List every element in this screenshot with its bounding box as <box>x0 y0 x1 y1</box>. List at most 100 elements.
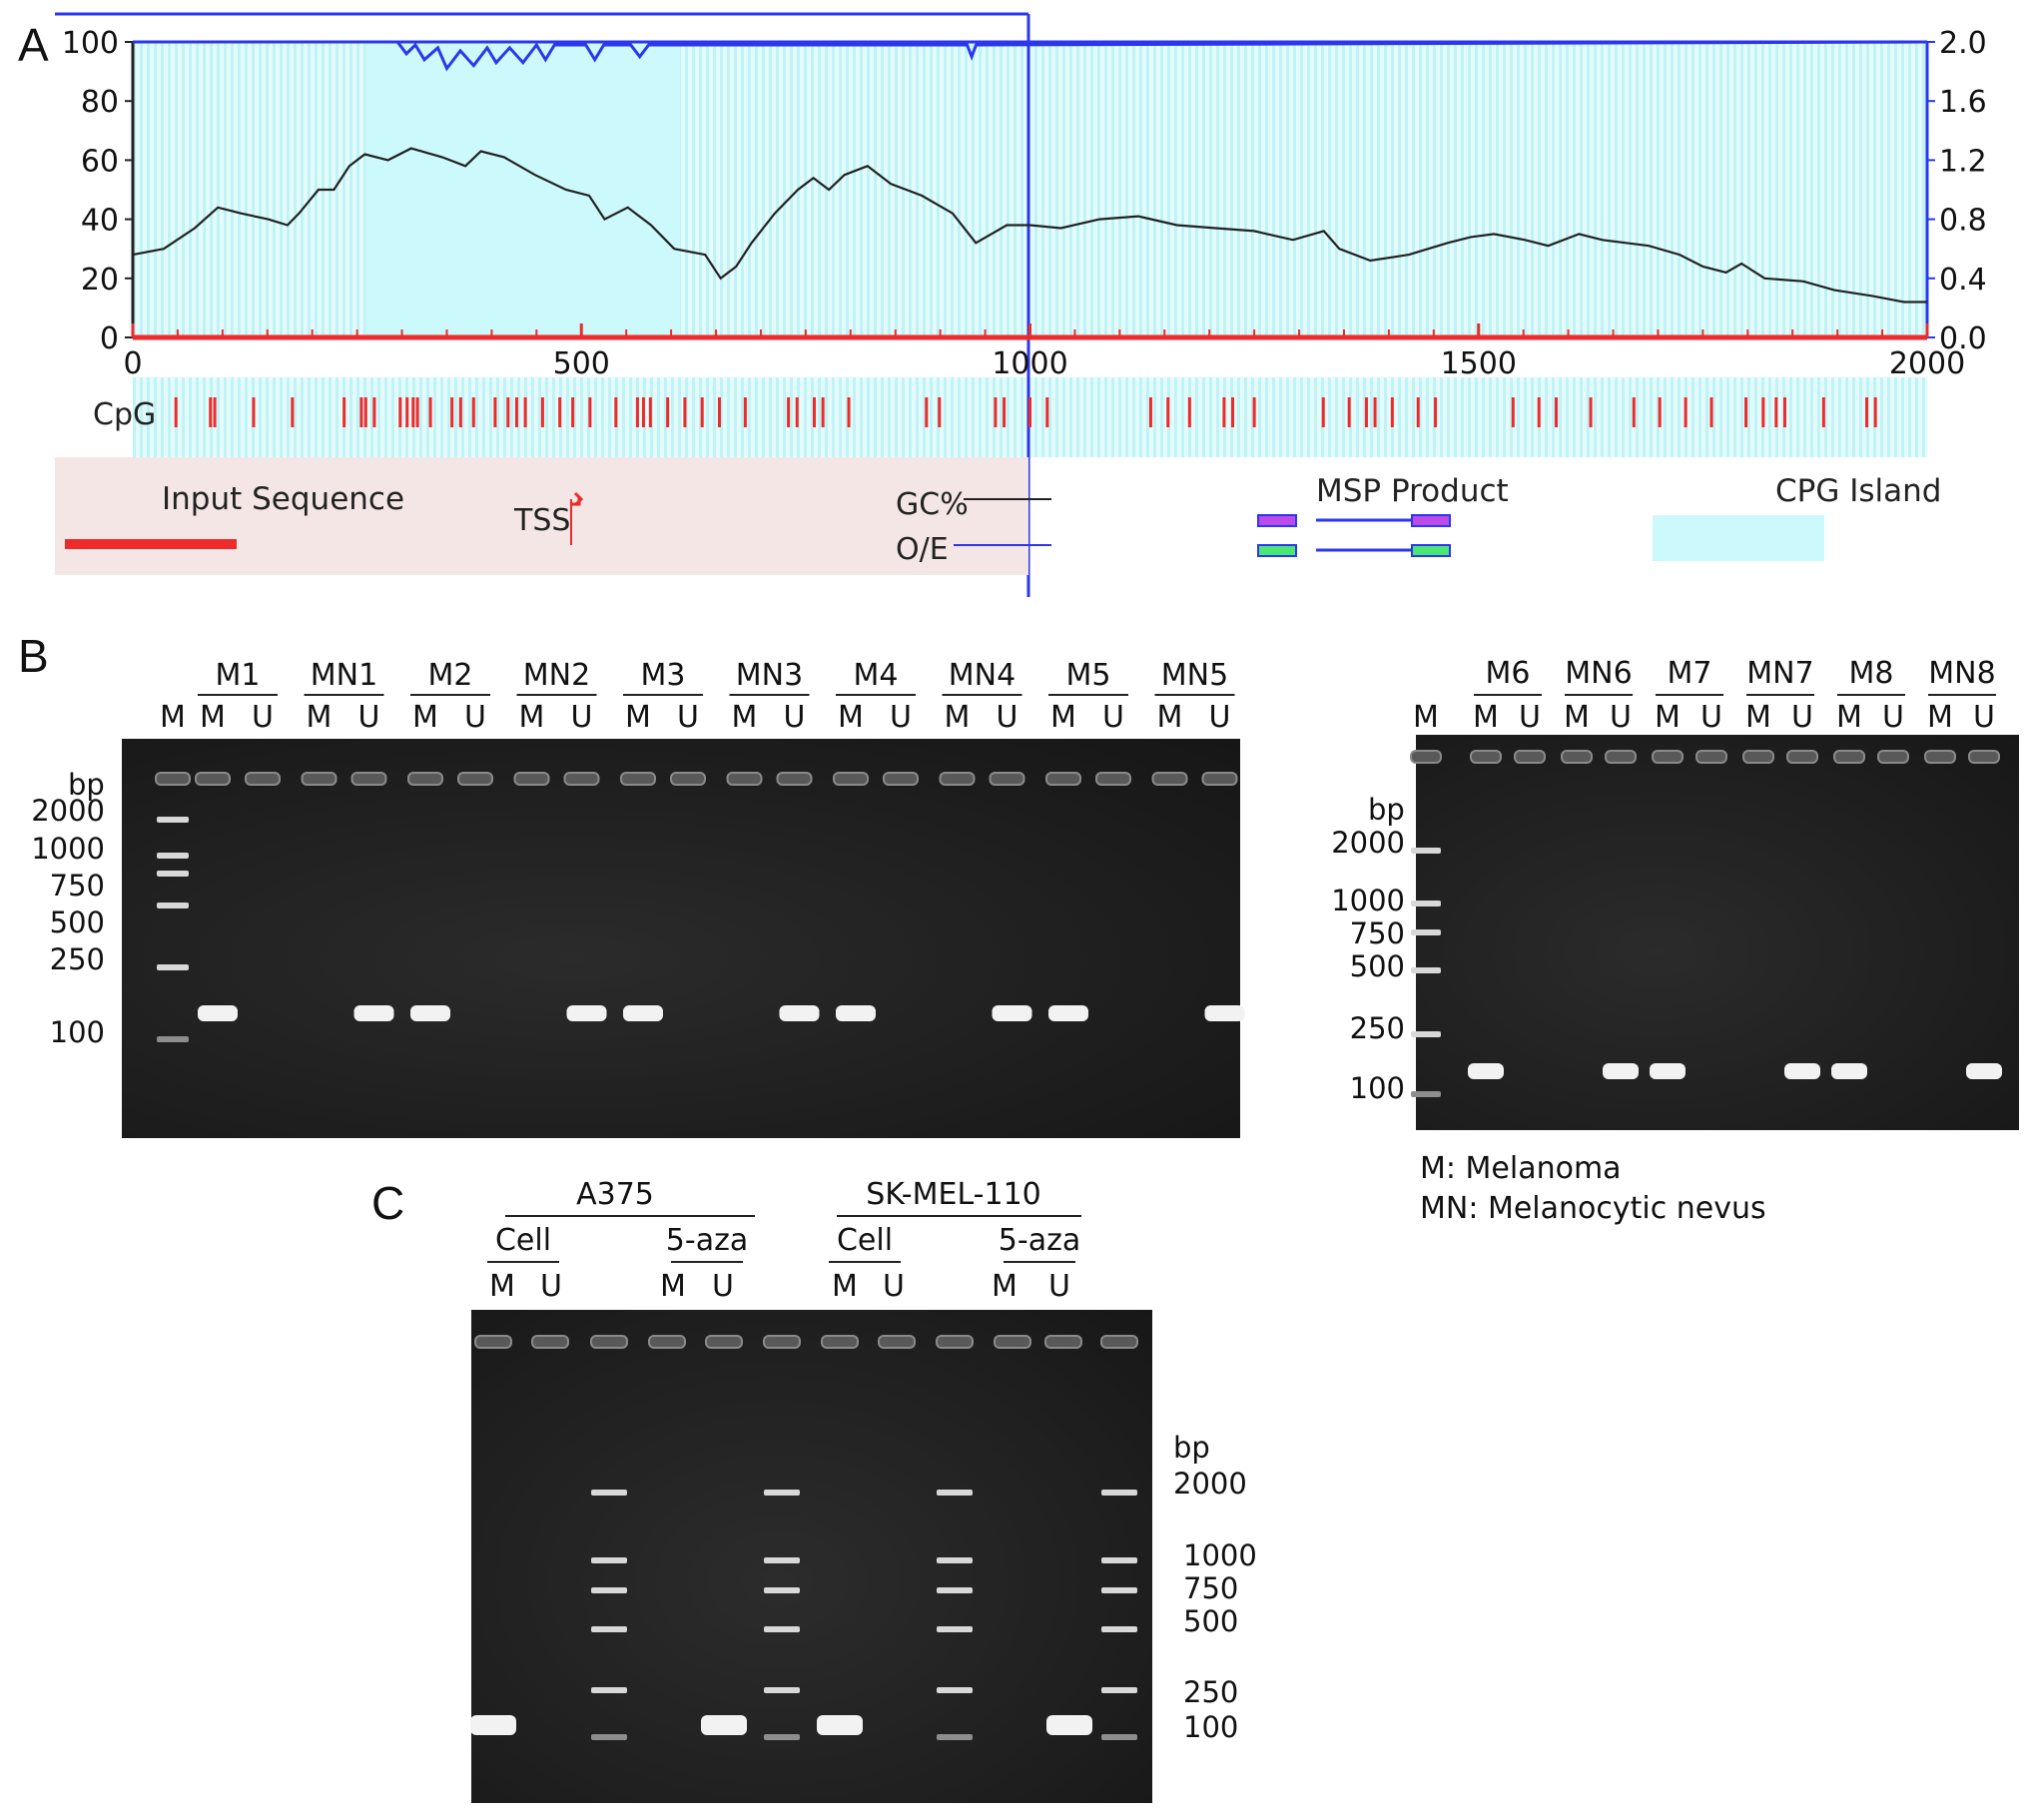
ladder-size-label: 1000 <box>1331 884 1405 917</box>
lane-label: M <box>660 1269 686 1304</box>
gel-well <box>878 1335 916 1349</box>
lane-label: U <box>1973 700 1995 735</box>
lane-label: M <box>1927 700 1953 735</box>
gel-well <box>989 772 1025 786</box>
gel-b-right-bp-label: bp <box>1368 793 1405 827</box>
pcr-product-band <box>1650 1063 1686 1079</box>
ladder-band <box>157 903 189 909</box>
gel-well <box>763 1335 801 1349</box>
cpg-island-plot: 0 20 40 60 80 100 0.0 0.4 0.8 1.2 1.6 2.0 0 500 1000… <box>55 12 1987 597</box>
ladder-size-label: 100 <box>1350 1071 1405 1105</box>
gel-well <box>648 1335 686 1349</box>
gel-b-right-group-headers: M6 MN6 M7 MN7 M8 MN8 <box>1474 656 1996 696</box>
pcr-product-band <box>470 1715 516 1735</box>
gel-b-right-wells <box>1410 750 2000 764</box>
gel-group-label: M3 <box>641 658 686 693</box>
lane-label: M <box>1564 700 1590 735</box>
gel-group-label: MN6 <box>1565 656 1632 691</box>
ladder-band <box>1411 1031 1441 1037</box>
msp-primer-methylated-left <box>1257 514 1297 527</box>
gel-well <box>833 772 869 786</box>
lane-label: U <box>1700 700 1722 735</box>
pcr-product-band <box>1204 1005 1245 1021</box>
lane-label: U <box>1519 700 1541 735</box>
gel-well <box>1833 750 1865 764</box>
gel-well <box>1095 772 1131 786</box>
gel-well <box>1410 750 1442 764</box>
ladder-band <box>157 853 189 859</box>
ladder-band <box>1101 1626 1137 1632</box>
gel-well <box>1786 750 1818 764</box>
gel-group-label: MN3 <box>736 658 803 693</box>
lane-label: U <box>1610 700 1632 735</box>
x-axis-tick-label: 0 <box>123 346 142 381</box>
ladder-band <box>1411 901 1441 907</box>
right-axis-tick-label: 1.6 <box>1939 85 1987 120</box>
pcr-product-band <box>353 1005 394 1021</box>
pcr-product-band <box>1468 1063 1504 1079</box>
marker-lane-label: M <box>160 700 186 735</box>
gel-well <box>1561 750 1593 764</box>
gc-percent-line <box>132 147 1927 303</box>
gel-well <box>883 772 919 786</box>
left-axis-ticks: 0 20 40 60 80 100 <box>62 26 133 356</box>
legend-msp-product-label: MSP Product <box>1316 473 1509 509</box>
lane-label: U <box>540 1269 562 1304</box>
ladder-size-label: 2000 <box>31 794 105 828</box>
gel-well <box>936 1335 974 1349</box>
pcr-product-band <box>992 1005 1032 1021</box>
gel-b-left-group-headers: M1 MN1 M2 MN2 M3 MN3 M4 MN4 M5 MN5 <box>198 658 1235 696</box>
ladder-band <box>937 1490 973 1496</box>
condition-label: Cell <box>837 1223 893 1258</box>
lane-label: M <box>519 700 545 735</box>
gel-b-right-product-bands <box>1468 1063 2002 1079</box>
gel-group-label: M8 <box>1849 656 1894 691</box>
legend-input-sequence-label: Input Sequence <box>162 481 404 517</box>
lane-label: M <box>489 1269 515 1304</box>
x-axis-tick-label: 500 <box>553 346 610 381</box>
gel-group-label: MN2 <box>523 658 590 693</box>
ladder-band <box>1101 1557 1137 1563</box>
ladder-size-label: 250 <box>1350 1011 1405 1045</box>
gel-b-left-product-bands <box>198 1005 1245 1021</box>
ladder-band <box>764 1490 800 1496</box>
lane-label: M <box>412 700 438 735</box>
msp-primer-methylated-right <box>1411 514 1451 527</box>
ladder-band <box>1101 1687 1137 1693</box>
pcr-product-band <box>1046 1715 1092 1735</box>
left-axis-tick-label: 20 <box>81 263 119 298</box>
gel-well <box>1514 750 1546 764</box>
left-axis-tick-label: 0 <box>100 321 119 356</box>
right-axis-tick-label: 0.0 <box>1939 321 1987 356</box>
ladder-size-label: 250 <box>50 942 105 976</box>
gel-well <box>457 772 493 786</box>
panel-letter-c: C <box>371 1177 405 1229</box>
gel-well <box>1695 750 1727 764</box>
ladder-size-label: 500 <box>1183 1604 1238 1638</box>
gel-well <box>474 1335 512 1349</box>
pcr-product-band <box>566 1005 607 1021</box>
x-axis-minor-ticks <box>176 329 1884 337</box>
ladder-band <box>591 1734 627 1740</box>
ladder-size-label: 750 <box>1183 1571 1238 1605</box>
lane-label: U <box>464 700 486 735</box>
left-axis-tick-label: 60 <box>81 144 119 179</box>
ladder-size-label: 2000 <box>1173 1467 1247 1501</box>
right-axis-tick-label: 2.0 <box>1939 26 1987 61</box>
right-axis-tick-label: 0.4 <box>1939 263 1987 298</box>
legend-input-sequence-swatch <box>65 539 237 549</box>
gel-well <box>1045 772 1081 786</box>
lane-label: M <box>1836 700 1862 735</box>
panel-letter-b: B <box>18 630 49 682</box>
cell-line-label: A375 <box>576 1177 654 1212</box>
ladder-band <box>764 1557 800 1563</box>
condition-label: 5-aza <box>999 1223 1080 1258</box>
ladder-band <box>1101 1734 1137 1740</box>
gel-well <box>1151 772 1188 786</box>
ladder-band <box>937 1687 973 1693</box>
ladder-band <box>157 817 189 823</box>
ladder-band <box>1101 1587 1137 1593</box>
